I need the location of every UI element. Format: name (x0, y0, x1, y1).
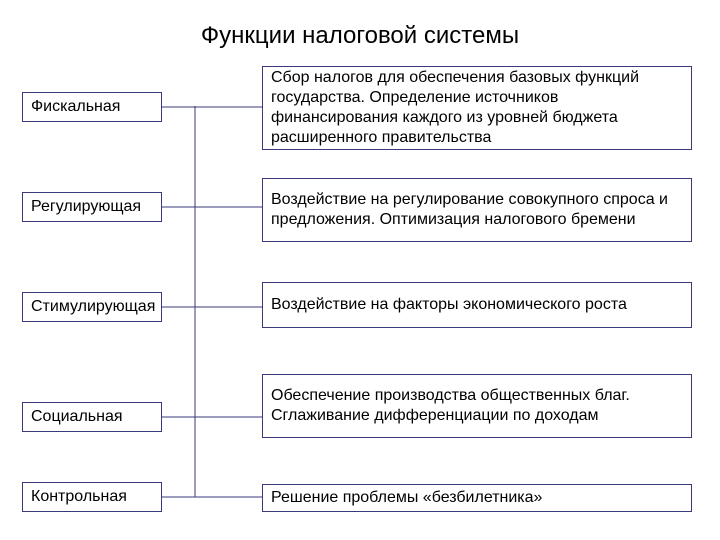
function-label: Социальная (22, 402, 162, 432)
function-description-text: Воздействие на регулирование совокупного… (271, 190, 683, 230)
slide: Функции налоговой системы Фискальная Сбор… (0, 0, 720, 540)
function-label: Стимулирующая (22, 292, 162, 322)
function-label: Фискальная (22, 92, 162, 122)
function-description: Решение проблемы «безбилетника» (262, 484, 692, 512)
function-label-text: Регулирующая (31, 198, 141, 216)
function-description-text: Сбор налогов для обеспечения базовых фун… (271, 68, 683, 148)
function-description: Воздействие на регулирование совокупного… (262, 178, 692, 242)
function-label-text: Стимулирующая (31, 298, 155, 316)
function-description: Сбор налогов для обеспечения базовых фун… (262, 66, 692, 150)
slide-title: Функции налоговой системы (0, 22, 720, 50)
function-description: Воздействие на факторы экономического ро… (262, 282, 692, 328)
function-label-text: Социальная (31, 408, 123, 426)
function-description: Обеспечение производства общественных бл… (262, 374, 692, 438)
function-label: Контрольная (22, 482, 162, 512)
function-label-text: Контрольная (31, 488, 127, 506)
function-description-text: Решение проблемы «безбилетника» (271, 488, 542, 508)
function-description-text: Обеспечение производства общественных бл… (271, 386, 683, 426)
function-label: Регулирующая (22, 192, 162, 222)
function-description-text: Воздействие на факторы экономического ро… (271, 295, 627, 315)
function-label-text: Фискальная (31, 98, 120, 116)
